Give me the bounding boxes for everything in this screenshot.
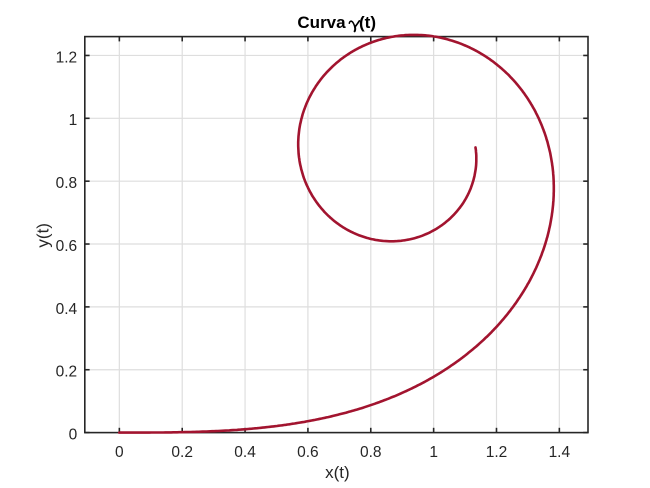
svg-text:1.2: 1.2	[486, 444, 508, 461]
svg-text:0.2: 0.2	[56, 364, 78, 381]
svg-text:Curva: Curva	[297, 13, 346, 32]
svg-text:(t): (t)	[359, 13, 376, 32]
svg-text:0: 0	[69, 427, 78, 444]
svg-text:0.4: 0.4	[56, 301, 78, 318]
svg-text:0.6: 0.6	[56, 238, 78, 255]
svg-text:0.4: 0.4	[234, 444, 256, 461]
svg-text:0: 0	[115, 444, 124, 461]
svg-text:x(t): x(t)	[325, 463, 350, 482]
svg-text:1: 1	[69, 112, 78, 129]
svg-text:0.8: 0.8	[56, 175, 78, 192]
svg-text:y(t): y(t)	[33, 223, 52, 248]
svg-text:0.6: 0.6	[297, 444, 319, 461]
svg-text:1: 1	[429, 444, 438, 461]
svg-text:0.2: 0.2	[171, 444, 193, 461]
svg-text:1.4: 1.4	[549, 444, 571, 461]
svg-text:0.8: 0.8	[360, 444, 382, 461]
svg-text:1.2: 1.2	[56, 49, 78, 66]
